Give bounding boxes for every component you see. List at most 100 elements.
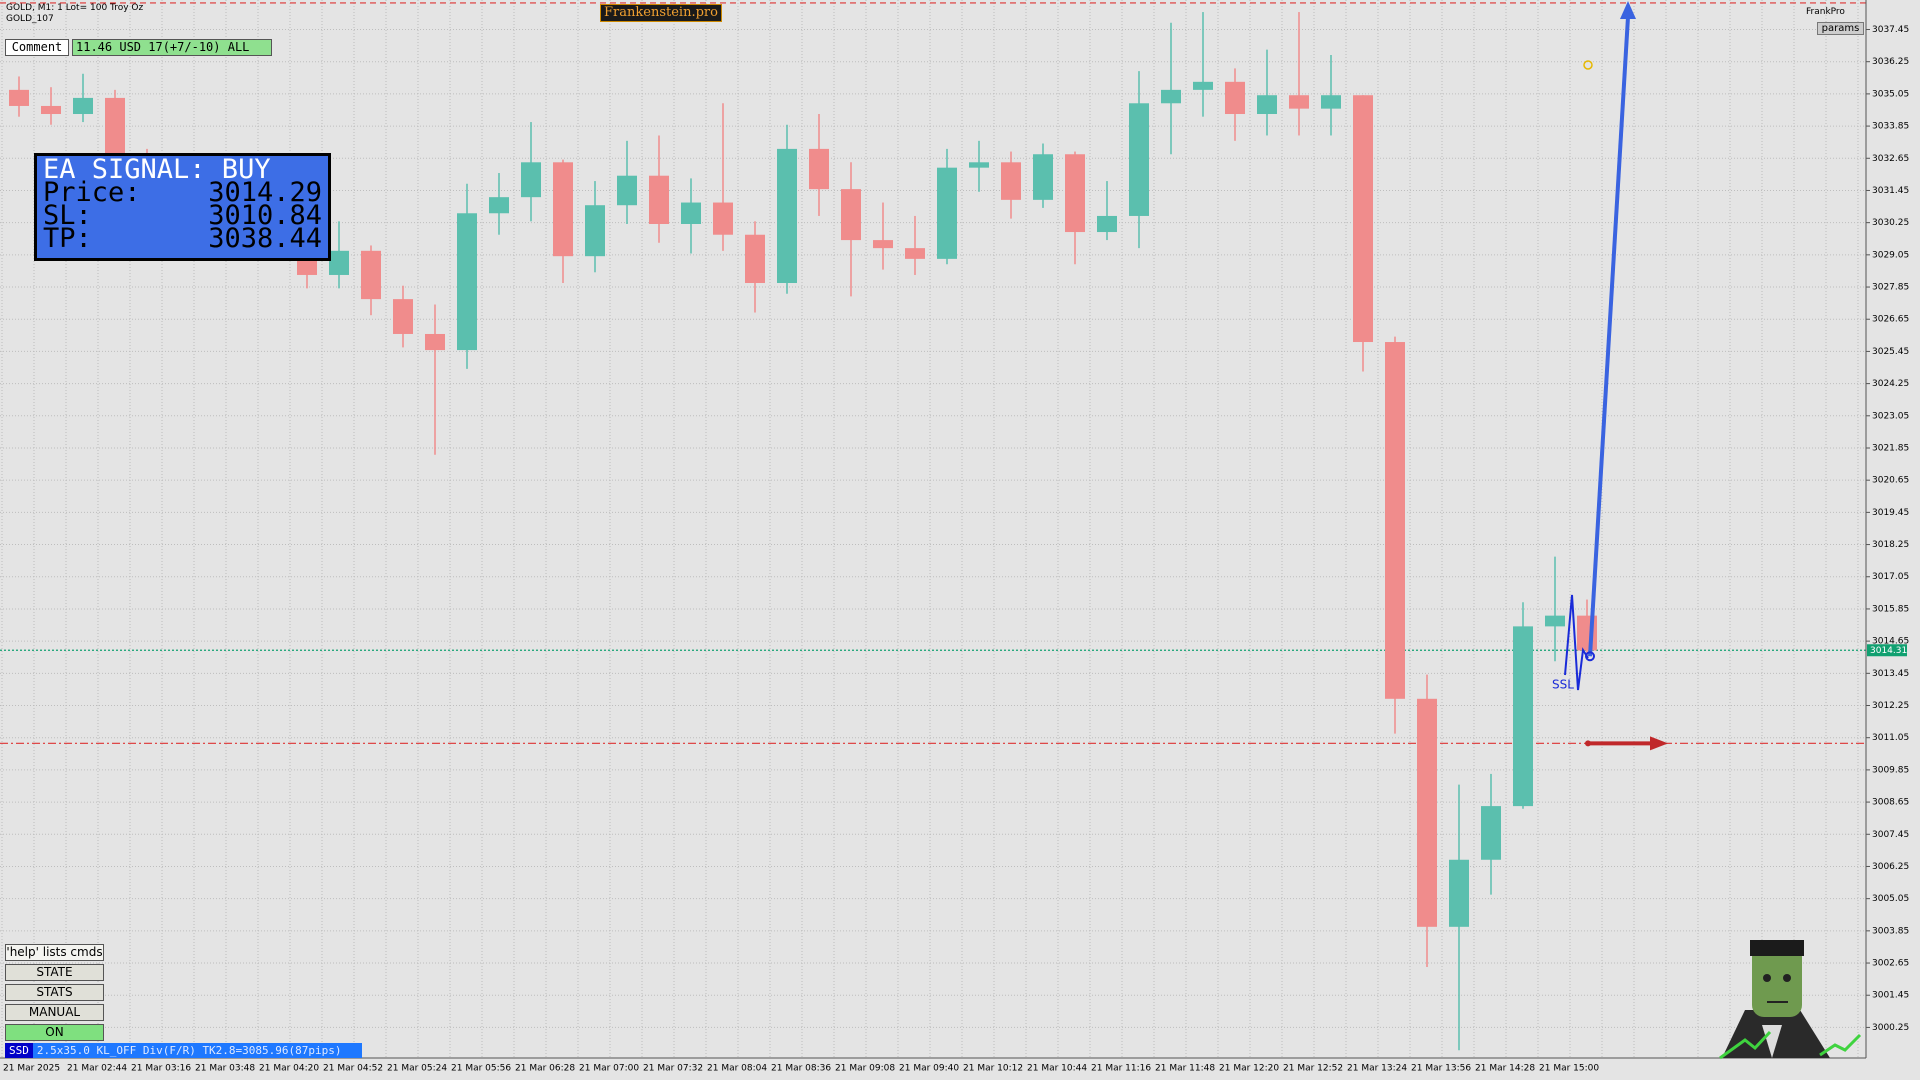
- x-tick-label: 21 Mar 12:20: [1219, 1064, 1279, 1074]
- x-tick-label: 21 Mar 14:28: [1475, 1064, 1535, 1074]
- candle-body: [361, 250, 381, 300]
- candle-body: [73, 97, 93, 115]
- mascot-face: [1752, 945, 1802, 1017]
- params-button[interactable]: params: [1817, 22, 1864, 35]
- ssl-marker: [1564, 594, 1589, 691]
- signal-label: SL:: [43, 200, 92, 231]
- sl-mark: [1585, 740, 1591, 747]
- y-tick-label: 3029.05: [1872, 250, 1909, 260]
- y-tick-label: 3011.05: [1872, 733, 1909, 743]
- entry-mark: [1585, 651, 1595, 662]
- x-tick-label: 21 Mar 11:48: [1155, 1064, 1215, 1074]
- status-bar: SSD 2.5x35.0 KL_OFF Div(F/R) TK2.8=3085.…: [5, 1043, 362, 1058]
- x-tick-label: 21 Mar 04:20: [259, 1064, 319, 1074]
- candle-body: [9, 89, 29, 106]
- x-tick-label: 21 Mar 05:24: [387, 1064, 447, 1074]
- y-tick-label: 3027.85: [1872, 283, 1909, 293]
- candle-body: [1481, 806, 1501, 860]
- price-tag: [1867, 644, 1907, 657]
- x-tick-label: 21 Mar 09:40: [899, 1064, 959, 1074]
- candle-body: [41, 105, 61, 115]
- help-button[interactable]: 'help' lists cmds: [5, 944, 104, 961]
- plot: SSL: [0, 0, 1866, 1051]
- y-tick-label: 3032.65: [1872, 154, 1909, 164]
- candle-body: [1097, 215, 1117, 233]
- candle-body: [553, 162, 573, 257]
- x-tick-label: 21 Mar 02:44: [67, 1064, 127, 1074]
- x-tick-label: 21 Mar 12:52: [1283, 1064, 1343, 1074]
- tp-arrow: [1588, 16, 1630, 657]
- event-dot: [1583, 60, 1593, 70]
- signal-value: 3014.29: [208, 177, 322, 208]
- y-tick-label: 3036.25: [1872, 57, 1909, 67]
- signal-title: EA SIGNAL: BUY: [43, 154, 271, 185]
- y-tick-label: 3033.85: [1872, 122, 1909, 132]
- candle-body: [1289, 95, 1309, 109]
- profile: FrankPro: [1806, 7, 1845, 17]
- candle-body: [777, 148, 797, 284]
- candle-body: [681, 202, 701, 224]
- y-tick-label: 3020.65: [1872, 476, 1909, 486]
- state-button[interactable]: STATE: [5, 964, 104, 981]
- y-tick-label: 3009.85: [1872, 765, 1909, 775]
- candle-body: [329, 250, 349, 275]
- candle-body: [489, 197, 509, 214]
- y-tick-label: 3031.45: [1872, 186, 1909, 196]
- x-tick-label: 21 Mar 15:00: [1539, 1064, 1599, 1074]
- candle-body: [809, 148, 829, 190]
- candle-body: [1065, 154, 1085, 233]
- signal-box: EA SIGNAL: BUY Price: 3014.29 SL: 3010.84 …: [34, 153, 331, 261]
- y-tick-label: 3019.45: [1872, 508, 1909, 518]
- candle-body: [969, 162, 989, 168]
- mascot-eye: [1783, 974, 1791, 982]
- candle-body: [1001, 162, 1021, 200]
- y-tick-label: 3026.65: [1872, 315, 1909, 325]
- tp-arrowhead: [1620, 0, 1636, 19]
- y-tick-label: 3000.25: [1872, 1023, 1909, 1033]
- manual-button[interactable]: MANUAL: [5, 1004, 104, 1021]
- y-tick-label: 3007.45: [1872, 830, 1909, 840]
- y-tick-label: 3001.45: [1872, 991, 1909, 1001]
- candle-body: [1353, 95, 1373, 343]
- candle-body: [617, 175, 637, 206]
- candle-body: [713, 202, 733, 235]
- candle-body: [1513, 626, 1533, 807]
- header-info: GOLD, M1: 1 Lot= 100 Troy Oz GOLD_107: [6, 3, 143, 25]
- symbol-line: GOLD, M1: 1 Lot= 100 Troy Oz: [6, 3, 144, 13]
- mascot-hair: [1750, 940, 1804, 956]
- candle-body: [1321, 95, 1341, 109]
- price-tag-label: 3014.31: [1870, 646, 1907, 656]
- stats-button[interactable]: STATS: [5, 984, 104, 1001]
- signal-row: SL: 3010.84: [43, 200, 322, 231]
- candle-body: [649, 175, 669, 224]
- candle-body: [1129, 103, 1149, 216]
- candle-body: [873, 240, 893, 249]
- x-tick-label: 21 Mar 10:12: [963, 1064, 1023, 1074]
- y-tick-label: 3018.25: [1872, 540, 1909, 550]
- x-tick-label: 21 Mar 06:28: [515, 1064, 575, 1074]
- y-tick-label: 3005.05: [1872, 894, 1909, 904]
- candle-body: [585, 205, 605, 257]
- signal-value: 3038.44: [208, 223, 322, 254]
- candle-body: [1257, 95, 1277, 115]
- signal-row: Price: 3014.29: [43, 177, 322, 208]
- candle-body: [1225, 81, 1245, 115]
- signal-row: TP: 3038.44: [43, 223, 322, 254]
- comment-value: 11.46 USD 17(+7/-10) ALL: [72, 39, 272, 56]
- candle-body: [105, 97, 125, 160]
- candle-body: [1385, 342, 1405, 699]
- sl-arrowhead: [1650, 736, 1668, 751]
- y-tick-label: 3008.65: [1872, 798, 1909, 808]
- on-button[interactable]: ON: [5, 1024, 104, 1041]
- y-tick-label: 3013.45: [1872, 669, 1909, 679]
- x-tick-label: 21 Mar 2025: [3, 1064, 60, 1074]
- y-tick-label: 3017.05: [1872, 572, 1909, 582]
- mascot: [1719, 940, 1862, 1060]
- y-tick-label: 3024.25: [1872, 379, 1909, 389]
- candle-body: [937, 167, 957, 259]
- x-tick-label: 21 Mar 05:56: [451, 1064, 511, 1074]
- x-tick-label: 21 Mar 13:56: [1411, 1064, 1471, 1074]
- x-tick-label: 21 Mar 11:16: [1091, 1064, 1151, 1074]
- candle-body: [1033, 154, 1053, 200]
